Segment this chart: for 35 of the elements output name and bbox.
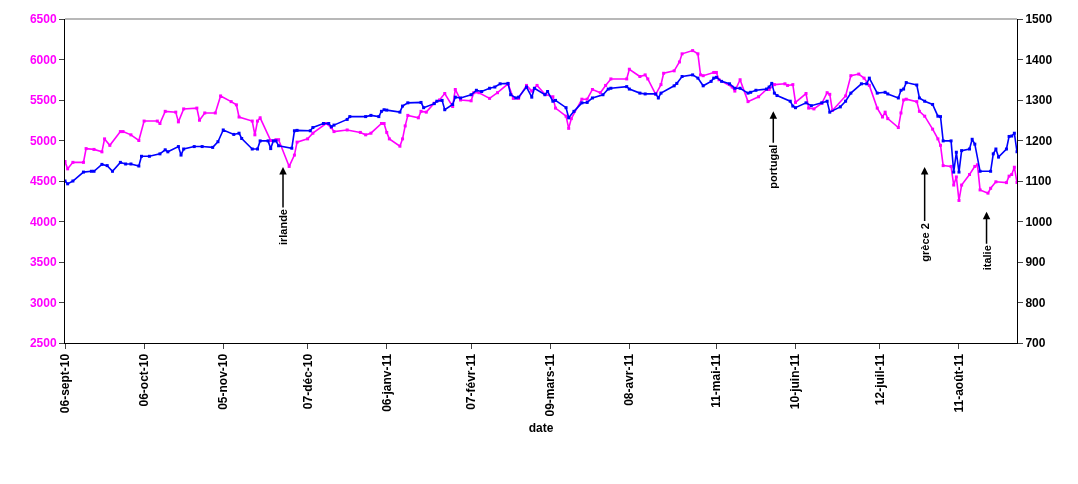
y-tick-label: 6500 [29, 12, 57, 27]
y2-tick-label: 1400 [1025, 52, 1053, 67]
x-tick-label: 11-août-11 [951, 353, 966, 413]
x-tick-label: 05-nov-10 [216, 353, 231, 410]
x-tick-label: 06-janv-11 [379, 353, 394, 412]
y-tick-label: 5000 [29, 133, 57, 148]
y2-tick-label: 1500 [1025, 12, 1053, 27]
x-tick-label: 07-déc-10 [300, 353, 315, 410]
y2-tick-label: 800 [1025, 295, 1046, 310]
x-tick-label: 06-oct-10 [137, 353, 152, 407]
x-tick-label: 08-avr-11 [622, 353, 637, 406]
x-axis-title: date [528, 421, 554, 436]
x-tick-label: 12-juil-11 [872, 353, 887, 406]
annotation: grèce 2 [918, 223, 931, 262]
y2-tick-label: 1300 [1025, 93, 1053, 108]
y-tick-label: 4500 [29, 174, 57, 189]
y2-tick-label: 900 [1025, 255, 1046, 270]
x-tick-label: 11-mai-11 [709, 353, 724, 408]
y-tick-label: 3500 [29, 255, 57, 270]
annotation: portugal [766, 144, 779, 189]
x-tick-label: 09-mars-11 [543, 353, 558, 417]
annotation: irlande [276, 209, 289, 246]
y-tick-label: 4000 [29, 214, 57, 229]
y2-tick-label: 1000 [1025, 214, 1053, 229]
y-tick-label: 6000 [29, 52, 57, 67]
y-tick-label: 2500 [29, 336, 57, 351]
x-tick-label: 06-sept-10 [57, 353, 72, 414]
y2-tick-label: 1200 [1025, 133, 1053, 148]
x-tick-label: 07-févr-11 [464, 353, 479, 410]
y-tick-label: 3000 [29, 295, 57, 310]
y2-tick-label: 700 [1025, 336, 1046, 351]
y-tick-label: 5500 [29, 93, 57, 108]
x-tick-label: 10-juin-11 [788, 353, 803, 410]
annotation: italie [980, 245, 993, 271]
y2-tick-label: 1100 [1025, 174, 1052, 189]
